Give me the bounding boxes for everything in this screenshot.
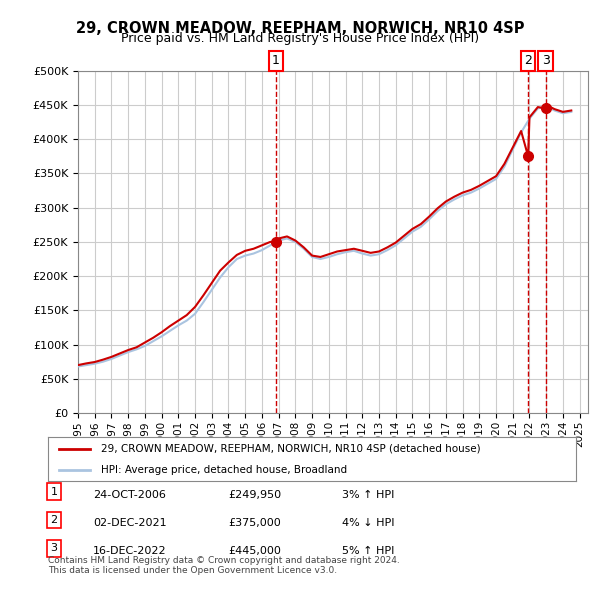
Text: 4% ↓ HPI: 4% ↓ HPI	[342, 518, 395, 528]
Text: HPI: Average price, detached house, Broadland: HPI: Average price, detached house, Broa…	[101, 465, 347, 475]
Text: 3% ↑ HPI: 3% ↑ HPI	[342, 490, 394, 500]
Text: £375,000: £375,000	[228, 518, 281, 528]
Text: 24-OCT-2006: 24-OCT-2006	[93, 490, 166, 500]
Text: 3: 3	[50, 543, 58, 553]
Text: £249,950: £249,950	[228, 490, 281, 500]
Text: 2: 2	[50, 515, 58, 525]
Text: Price paid vs. HM Land Registry's House Price Index (HPI): Price paid vs. HM Land Registry's House …	[121, 32, 479, 45]
Text: Contains HM Land Registry data © Crown copyright and database right 2024.
This d: Contains HM Land Registry data © Crown c…	[48, 556, 400, 575]
Text: 29, CROWN MEADOW, REEPHAM, NORWICH, NR10 4SP (detached house): 29, CROWN MEADOW, REEPHAM, NORWICH, NR10…	[101, 444, 481, 454]
Text: 16-DEC-2022: 16-DEC-2022	[93, 546, 167, 556]
Text: £445,000: £445,000	[228, 546, 281, 556]
Text: 1: 1	[50, 487, 58, 497]
Text: 3: 3	[542, 54, 550, 67]
Text: 29, CROWN MEADOW, REEPHAM, NORWICH, NR10 4SP: 29, CROWN MEADOW, REEPHAM, NORWICH, NR10…	[76, 21, 524, 35]
Text: 02-DEC-2021: 02-DEC-2021	[93, 518, 167, 528]
Text: 2: 2	[524, 54, 532, 67]
Text: 5% ↑ HPI: 5% ↑ HPI	[342, 546, 394, 556]
Text: 1: 1	[272, 54, 280, 67]
